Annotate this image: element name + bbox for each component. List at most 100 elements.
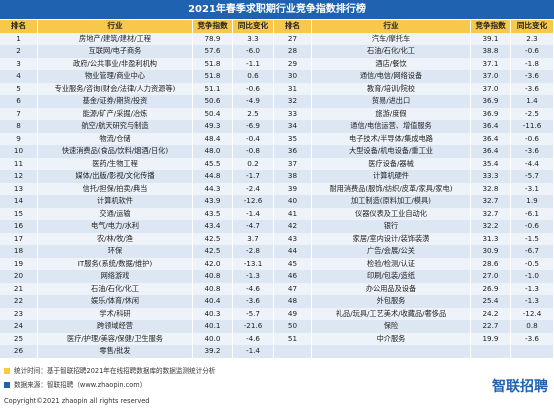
table-cell: -1.5 [511,232,554,245]
table-cell: 42.0 [193,257,233,270]
footer-note: 统计时间：基于智联招聘2021年在线招聘数据库的数据监测统计分析 [14,367,216,375]
table-cell: 47 [274,282,312,295]
table-cell: 44 [274,245,312,258]
table-cell: 9 [0,132,38,145]
table-cell: 广告/会展/公关 [312,245,471,258]
table-cell: -1.4 [233,207,274,220]
table-row: 1 房地产/建筑/建材/工程 78.9 3.3 27 汽车/摩托车 39.1 2.3 [0,32,554,45]
table-cell: 42.5 [193,232,233,245]
table-cell: 1 [0,32,38,45]
table-cell: -1.4 [233,345,274,358]
table-cell: 38 [274,170,312,183]
table-cell: 39 [274,182,312,195]
table-cell: 32.2 [471,220,511,233]
table-cell: 50.4 [193,107,233,120]
table-cell: 14 [0,195,38,208]
table-cell: 16 [0,220,38,233]
title: 2021年春季求职期行业竞争指数排行榜 [0,0,554,19]
table-cell: 33.3 [471,170,511,183]
table-cell: 0.8 [511,320,554,333]
table-cell: 18 [0,245,38,258]
table-row: 18 环保 42.5 -2.8 44 广告/会展/公关 30.9 -6.7 [0,245,554,258]
table-cell: 石油/石化/化工 [38,282,193,295]
footer-source-line: 数据来源：智联招聘（www.zhaopin.com） [4,379,146,389]
table-cell: 2.5 [233,107,274,120]
table-cell: 3 [0,57,38,70]
table-cell: 19.9 [471,332,511,345]
table-cell: 电子技术/半导体/集成电路 [312,132,471,145]
table-cell: 39.2 [193,345,233,358]
table-cell: 40.0 [193,332,233,345]
table-cell: 教育/培训/院校 [312,82,471,95]
table-cell: -2.8 [233,245,274,258]
table-cell: -4.6 [233,282,274,295]
table-cell: -0.6 [511,132,554,145]
table-cell: 37.0 [471,70,511,83]
table-cell: -13.1 [233,257,274,270]
table-cell: 2.3 [511,32,554,45]
table-row: 20 网络游戏 40.8 -1.3 46 印刷/包装/造纸 27.0 -1.0 [0,270,554,283]
table-cell: 交通/运输 [38,207,193,220]
table-cell: 24.2 [471,307,511,320]
table-cell: 57.6 [193,45,233,58]
table-cell: -0.6 [233,82,274,95]
table-cell: 大型设备/机电设备/重工业 [312,145,471,158]
table-cell: 礼品/玩具/工艺美术/收藏品/奢侈品 [312,307,471,320]
table-row: 10 快速消费品(食品/饮料/烟酒/日化) 48.0 -0.8 36 大型设备/机电设备/… [0,145,554,158]
table-cell: 互联网/电子商务 [38,45,193,58]
table-cell: 医药/生物工程 [38,157,193,170]
table-cell: -4.4 [511,157,554,170]
table-cell: -4.7 [233,220,274,233]
table-cell: 23 [0,307,38,320]
table-cell: 旅游/度假 [312,107,471,120]
table-cell: 51.1 [193,82,233,95]
table-cell: 11 [0,157,38,170]
table-cell: 医疗/护理/美容/保健/卫生服务 [38,332,193,345]
table-cell: 17 [0,232,38,245]
table-cell: 环保 [38,245,193,258]
table-cell: 5 [0,82,38,95]
table-cell: 78.9 [193,32,233,45]
table-row: 4 物业管理/商业中心 51.8 0.6 30 通信/电信/网络设备 37.0 -3.6 [0,70,554,83]
table-cell: 快速消费品(食品/饮料/烟酒/日化) [38,145,193,158]
table-cell: 6 [0,95,38,108]
table-row: 12 媒体/出版/影视/文化传播 44.8 -1.7 38 计算机硬件 33.3 -5.7 [0,170,554,183]
table-cell: 3.7 [233,232,274,245]
table-cell: 49 [274,307,312,320]
table-cell: 银行 [312,220,471,233]
table-cell [511,345,554,358]
table-cell: -1.3 [511,295,554,308]
table-cell: 耐用消费品(服饰/纺织/皮革/家具/家电) [312,182,471,195]
table-cell: 34 [274,120,312,133]
table-cell: -1.3 [233,270,274,283]
table-cell: -12.6 [233,195,274,208]
table-cell: 31.3 [471,232,511,245]
footer-note-line: 统计时间：基于智联招聘2021年在线招聘数据库的数据监测统计分析 [4,365,215,375]
bullet [4,382,10,388]
table-cell: 36.4 [471,120,511,133]
table-cell: -4.6 [233,332,274,345]
table-cell: 通信/电信运营、增值服务 [312,120,471,133]
table-cell: 电气/电力/水利 [38,220,193,233]
table-cell: 24 [0,320,38,333]
table-cell: -3.6 [511,145,554,158]
table-cell: 28.6 [471,257,511,270]
table-cell: 26 [0,345,38,358]
table-cell: 零售/批发 [38,345,193,358]
table-cell: 印刷/包装/造纸 [312,270,471,283]
table-cell: -21.6 [233,320,274,333]
table-cell: 30 [274,70,312,83]
table-cell: 1.9 [511,195,554,208]
table-cell: 通信/电信/网络设备 [312,70,471,83]
table-row: 22 娱乐/体育/休闲 40.4 -3.6 48 外包服务 25.4 -1.3 [0,295,554,308]
table-row: 3 政府/公共事业/非盈利机构 51.8 -1.1 29 酒店/餐饮 37.1 -1.8 [0,57,554,70]
table-cell: 2 [0,45,38,58]
table-cell: 加工制造(原料加工/模具) [312,195,471,208]
table-cell: -2.5 [511,107,554,120]
table-cell: 40 [274,195,312,208]
header-cell: 竞争指数 [471,20,511,33]
table-cell: 0.6 [233,70,274,83]
table-cell: 50 [274,320,312,333]
table-cell: 物业管理/商业中心 [38,70,193,83]
